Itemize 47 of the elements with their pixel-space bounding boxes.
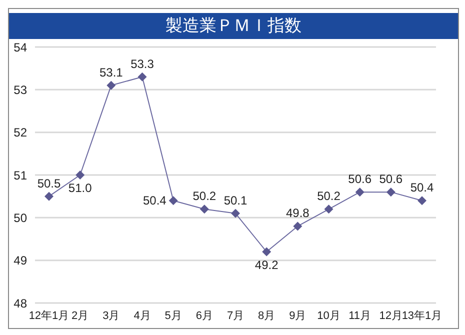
x-tick-label: 3月 bbox=[102, 310, 120, 322]
point bbox=[231, 208, 240, 218]
y-tick-label: 48 bbox=[14, 296, 28, 310]
data-label: 51.0 bbox=[68, 181, 92, 195]
data-label: 49.8 bbox=[286, 206, 310, 220]
x-tick-label: 12月 bbox=[379, 310, 403, 322]
point bbox=[293, 222, 302, 231]
x-tick-label: 9月 bbox=[289, 310, 306, 322]
point bbox=[168, 196, 178, 206]
data-label: 50.2 bbox=[317, 189, 341, 204]
x-tick-label: 11月 bbox=[348, 310, 372, 322]
x-tick-label: 8月 bbox=[258, 310, 276, 322]
x-tick-label: 6月 bbox=[196, 310, 213, 322]
chart-title: 製造業ＰＭＩ指数 bbox=[9, 13, 458, 39]
point bbox=[324, 204, 334, 214]
data-label: 50.6 bbox=[379, 172, 403, 186]
x-tick-label: 4月 bbox=[134, 310, 151, 322]
point bbox=[418, 196, 426, 206]
point bbox=[262, 247, 272, 256]
y-tick-label: 49 bbox=[14, 254, 28, 268]
y-tick-label: 52 bbox=[14, 126, 28, 140]
data-label: 50.1 bbox=[224, 193, 248, 208]
data-label: 53.1 bbox=[99, 65, 124, 80]
y-tick-label: 50 bbox=[14, 210, 28, 225]
data-label: 50.4 bbox=[410, 180, 434, 195]
point bbox=[355, 188, 364, 197]
x-tick-label: 10月 bbox=[317, 310, 340, 322]
x-tick-label: 5月 bbox=[164, 310, 182, 322]
data-label: 49.2 bbox=[254, 258, 279, 272]
y-tick-label: 54 bbox=[14, 40, 28, 54]
data-label: 50.4 bbox=[142, 194, 167, 208]
data-label: 50.5 bbox=[37, 176, 61, 190]
point bbox=[200, 204, 209, 214]
data-label: 50.6 bbox=[348, 172, 372, 186]
point bbox=[138, 72, 147, 82]
point bbox=[106, 80, 116, 90]
x-tick-label: 2月 bbox=[72, 310, 89, 322]
x-tick-label: 7月 bbox=[226, 310, 244, 322]
point bbox=[44, 192, 54, 201]
x-tick-label: 12年1月 bbox=[28, 310, 70, 322]
data-label: 53.3 bbox=[130, 56, 154, 71]
point bbox=[76, 170, 85, 180]
point bbox=[386, 188, 396, 197]
y-tick-label: 51 bbox=[14, 168, 28, 182]
data-label: 50.2 bbox=[192, 189, 216, 204]
x-tick-label: 13年1月 bbox=[402, 310, 442, 322]
y-tick-label: 53 bbox=[14, 82, 28, 97]
